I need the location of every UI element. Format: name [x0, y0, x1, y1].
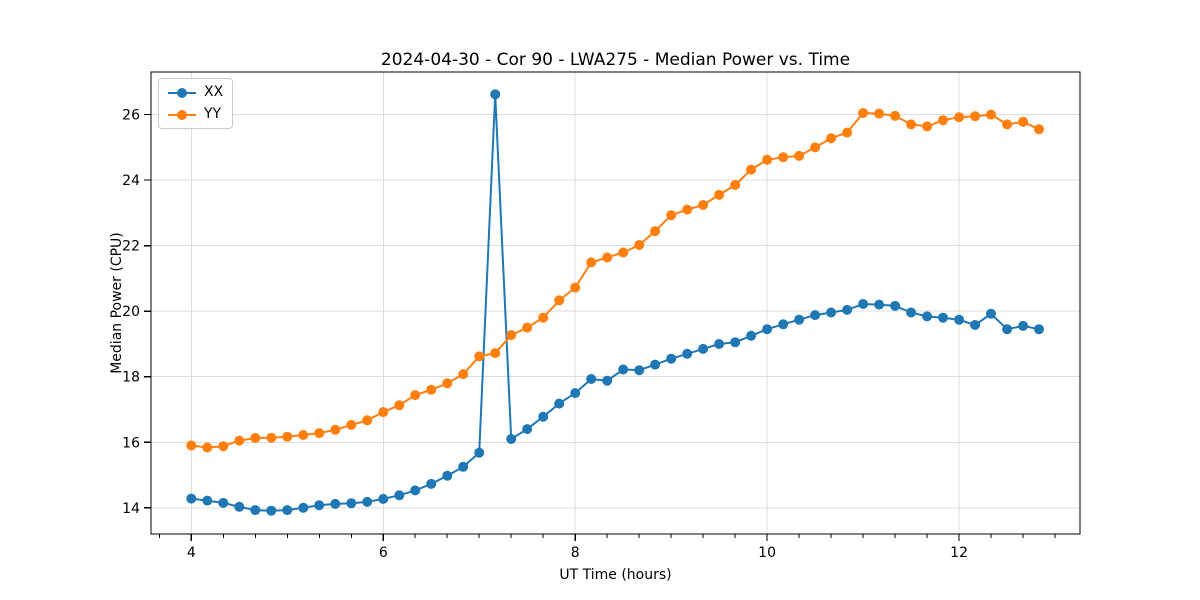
- svg-text:6: 6: [379, 545, 388, 561]
- svg-text:14: 14: [122, 501, 140, 517]
- svg-text:8: 8: [571, 545, 580, 561]
- svg-text:24: 24: [122, 173, 140, 189]
- legend: XX YY: [158, 78, 234, 129]
- xx-line-swatch: [168, 87, 196, 98]
- x-axis-label: UT Time (hours): [559, 567, 672, 583]
- xx-marker-icon: [177, 87, 187, 98]
- svg-text:20: 20: [122, 304, 140, 320]
- legend-entry-xx: XX: [168, 85, 223, 100]
- svg-text:12: 12: [950, 545, 968, 561]
- svg-text:26: 26: [122, 108, 140, 124]
- svg-text:4: 4: [187, 545, 196, 561]
- legend-label-xx: XX: [204, 84, 224, 100]
- svg-text:10: 10: [758, 545, 776, 561]
- svg-text:16: 16: [122, 435, 140, 451]
- legend-entry-yy: YY: [168, 107, 223, 122]
- y-axis-label: Median Power (CPU): [109, 232, 125, 374]
- yy-marker-icon: [177, 109, 187, 120]
- svg-text:18: 18: [122, 370, 140, 386]
- chart-title: 2024-04-30 - Cor 90 - LWA275 - Median Po…: [380, 50, 851, 70]
- svg-text:22: 22: [122, 239, 140, 255]
- yy-line-swatch: [168, 109, 196, 120]
- legend-label-yy: YY: [204, 106, 222, 122]
